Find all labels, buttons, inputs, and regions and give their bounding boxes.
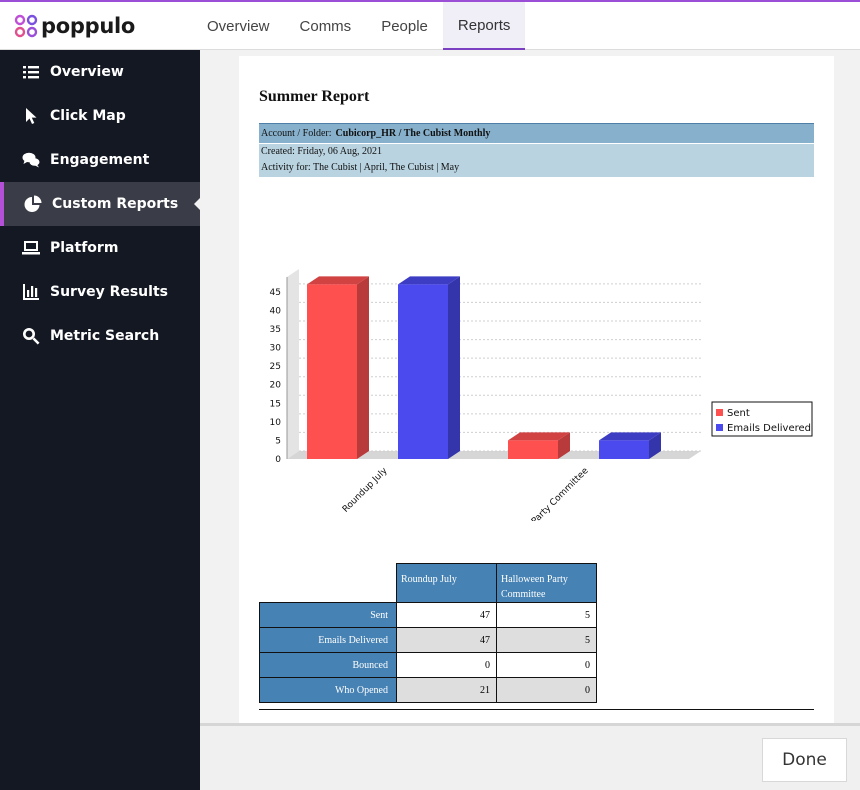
bar-top [307, 276, 369, 285]
chart-side-wall [287, 269, 299, 459]
bar [398, 284, 448, 459]
sidebar-item-label: Survey Results [50, 284, 168, 300]
account-label: Account / Folder: [261, 128, 332, 139]
table-cell: 5 [496, 602, 597, 628]
tab-comms[interactable]: Comms [299, 17, 352, 35]
report-scroll-area[interactable]: Summer Report Account / Folder: Cubicorp_… [200, 50, 860, 723]
y-tick-label: 25 [270, 362, 281, 372]
y-tick-label: 20 [270, 381, 282, 391]
y-tick-label: 15 [270, 399, 281, 409]
table-column-header: Roundup July [396, 563, 497, 603]
bar-top [599, 432, 661, 441]
table-row: Sent 47 5 [259, 602, 597, 628]
bar-top [398, 276, 460, 285]
main-tabs: Overview Comms People Reports [192, 2, 526, 50]
report-meta-bar: Created: Friday, 06 Aug, 2021 Activity f… [259, 144, 814, 177]
bar-side [558, 432, 570, 459]
report-divider [259, 709, 814, 710]
bar [307, 284, 357, 459]
bar [599, 440, 649, 459]
table-cell: 47 [396, 627, 497, 653]
table-cell: 0 [396, 652, 497, 678]
sidebar-item-label: Click Map [50, 108, 126, 124]
table-corner-cell [260, 564, 397, 603]
sidebar-item-custom-reports[interactable]: Custom Reports [0, 182, 200, 226]
chart-legend [711, 401, 813, 437]
sidebar-item-survey-results[interactable]: Survey Results [0, 270, 200, 314]
bar-chart: 0 5 10 15 20 25 30 35 40 45 Roundup July Halloween … [270, 269, 813, 521]
sidebar-item-label: Custom Reports [52, 196, 179, 212]
laptop-icon [22, 239, 40, 257]
legend-label: Sent [727, 408, 750, 419]
table-cell: 47 [396, 602, 497, 628]
table-cell: 5 [496, 627, 597, 653]
y-tick-label: 0 [275, 455, 281, 465]
bar-side [649, 432, 661, 459]
table-cell: 21 [396, 677, 497, 703]
table-row-header: Bounced [259, 652, 397, 678]
account-value: Cubicorp_HR / The Cubist Monthly [335, 128, 491, 139]
account-folder-bar: Account / Folder: Cubicorp_HR / The Cubis… [259, 123, 814, 143]
chat-icon [22, 151, 40, 169]
report-page: Summer Report Account / Folder: Cubicorp_… [239, 56, 834, 723]
sidebar-item-label: Engagement [50, 152, 150, 168]
search-icon [22, 327, 40, 345]
legend-swatch [716, 409, 723, 416]
brand-name: poppulo [41, 14, 135, 38]
table-cell: 0 [496, 652, 597, 678]
table-cell: 0 [496, 677, 597, 703]
y-tick-label: 35 [270, 325, 281, 335]
created-date: Created: Friday, 06 Aug, 2021 [261, 146, 383, 157]
report-data-table: Roundup July Halloween Party Committee S… [259, 563, 597, 703]
y-tick-label: 30 [270, 344, 282, 354]
list-icon [22, 63, 40, 81]
done-button[interactable]: Done [762, 738, 847, 782]
poppulo-logo[interactable]: poppulo [12, 11, 135, 41]
report-title: Summer Report [259, 88, 370, 105]
table-row-header: Sent [259, 602, 397, 628]
tab-overview[interactable]: Overview [207, 17, 270, 35]
sidebar-item-label: Overview [50, 64, 124, 80]
y-tick-label: 40 [270, 306, 282, 316]
table-row: Bounced 0 0 [259, 652, 597, 678]
sidebar-item-label: Metric Search [50, 328, 160, 344]
sidebar-item-label: Platform [50, 240, 119, 256]
sidebar-item-engagement[interactable]: Engagement [0, 138, 200, 182]
tab-reports[interactable]: Reports [442, 2, 526, 50]
y-tick-label: 45 [270, 288, 281, 298]
cursor-icon [22, 107, 40, 125]
table-row: Emails Delivered 47 5 [259, 627, 597, 653]
table-row: Who Opened 21 0 [259, 677, 597, 703]
bar [508, 440, 558, 459]
activity-for: Activity for: The Cubist | April, The Cu… [261, 162, 460, 173]
table-column-header: Halloween Party Committee [496, 563, 597, 603]
table-header-row: Roundup July Halloween Party Committee [260, 563, 597, 603]
y-tick-label: 5 [275, 436, 281, 446]
y-tick-label: 10 [270, 418, 282, 428]
bar-chart-icon [22, 283, 40, 301]
poppulo-logo-icon [14, 14, 38, 38]
bar-side [448, 276, 460, 459]
x-tick-label: Halloween Party Committee [495, 466, 591, 521]
sidebar-item-metric-search[interactable]: Metric Search [0, 314, 200, 358]
sidebar: Overview Click Map Engagement Custom Rep… [0, 50, 200, 790]
legend-swatch [716, 424, 723, 431]
legend-label: Emails Delivered [727, 423, 811, 434]
footer-bar: Done [200, 723, 860, 790]
tab-people[interactable]: People [381, 17, 428, 35]
table-row-header: Who Opened [259, 677, 397, 703]
top-bar: poppulo Overview Comms People Reports [0, 0, 860, 50]
sidebar-item-platform[interactable]: Platform [0, 226, 200, 270]
table-row-header: Emails Delivered [259, 627, 397, 653]
bar-top [508, 432, 570, 441]
x-tick-label: Roundup July [341, 466, 390, 515]
sidebar-item-overview[interactable]: Overview [0, 50, 200, 94]
bar-side [357, 276, 369, 459]
chart-floor [287, 451, 701, 459]
pie-chart-icon [24, 195, 42, 213]
sidebar-item-click-map[interactable]: Click Map [0, 94, 200, 138]
